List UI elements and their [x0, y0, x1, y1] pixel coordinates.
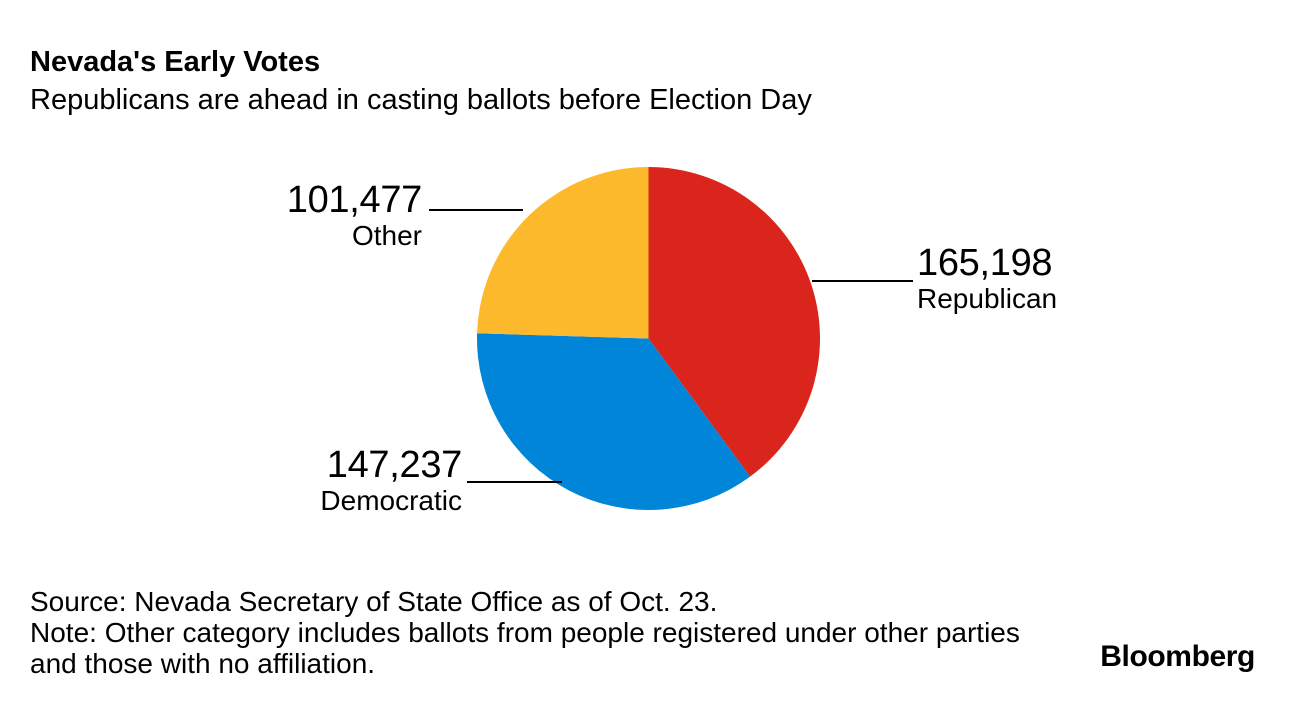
footnote-line-2: and those with no affiliation. — [30, 648, 376, 679]
callout-republican-label: Republican — [917, 283, 1058, 314]
callout-republican: 165,198 Republican — [917, 243, 1057, 315]
callout-democratic-value: 147,237 — [326, 444, 463, 486]
callout-other-value: 101,477 — [286, 179, 423, 221]
pie-slice-democratic — [477, 333, 751, 510]
leader-line-democratic — [467, 481, 562, 483]
pie-slice-other — [477, 167, 649, 339]
footnote-line-1: Note: Other category includes ballots fr… — [30, 617, 1020, 648]
chart-subtitle: Republicans are ahead in casting ballots… — [30, 84, 812, 116]
callout-democratic: 147,237 Democratic — [162, 445, 462, 517]
callout-republican-value: 165,198 — [917, 242, 1053, 284]
pie-slice-republican — [648, 167, 820, 477]
callout-democratic-label: Democratic — [320, 485, 462, 516]
pie-chart — [477, 167, 820, 510]
leader-line-other — [429, 209, 523, 211]
bloomberg-logo: Bloomberg — [1100, 640, 1255, 673]
callout-other-label: Other — [351, 220, 422, 251]
source-note: Source: Nevada Secretary of State Office… — [30, 586, 718, 617]
callout-other: 101,477 Other — [122, 179, 423, 252]
leader-line-republican — [812, 280, 913, 282]
chart-title: Nevada's Early Votes — [30, 46, 321, 78]
